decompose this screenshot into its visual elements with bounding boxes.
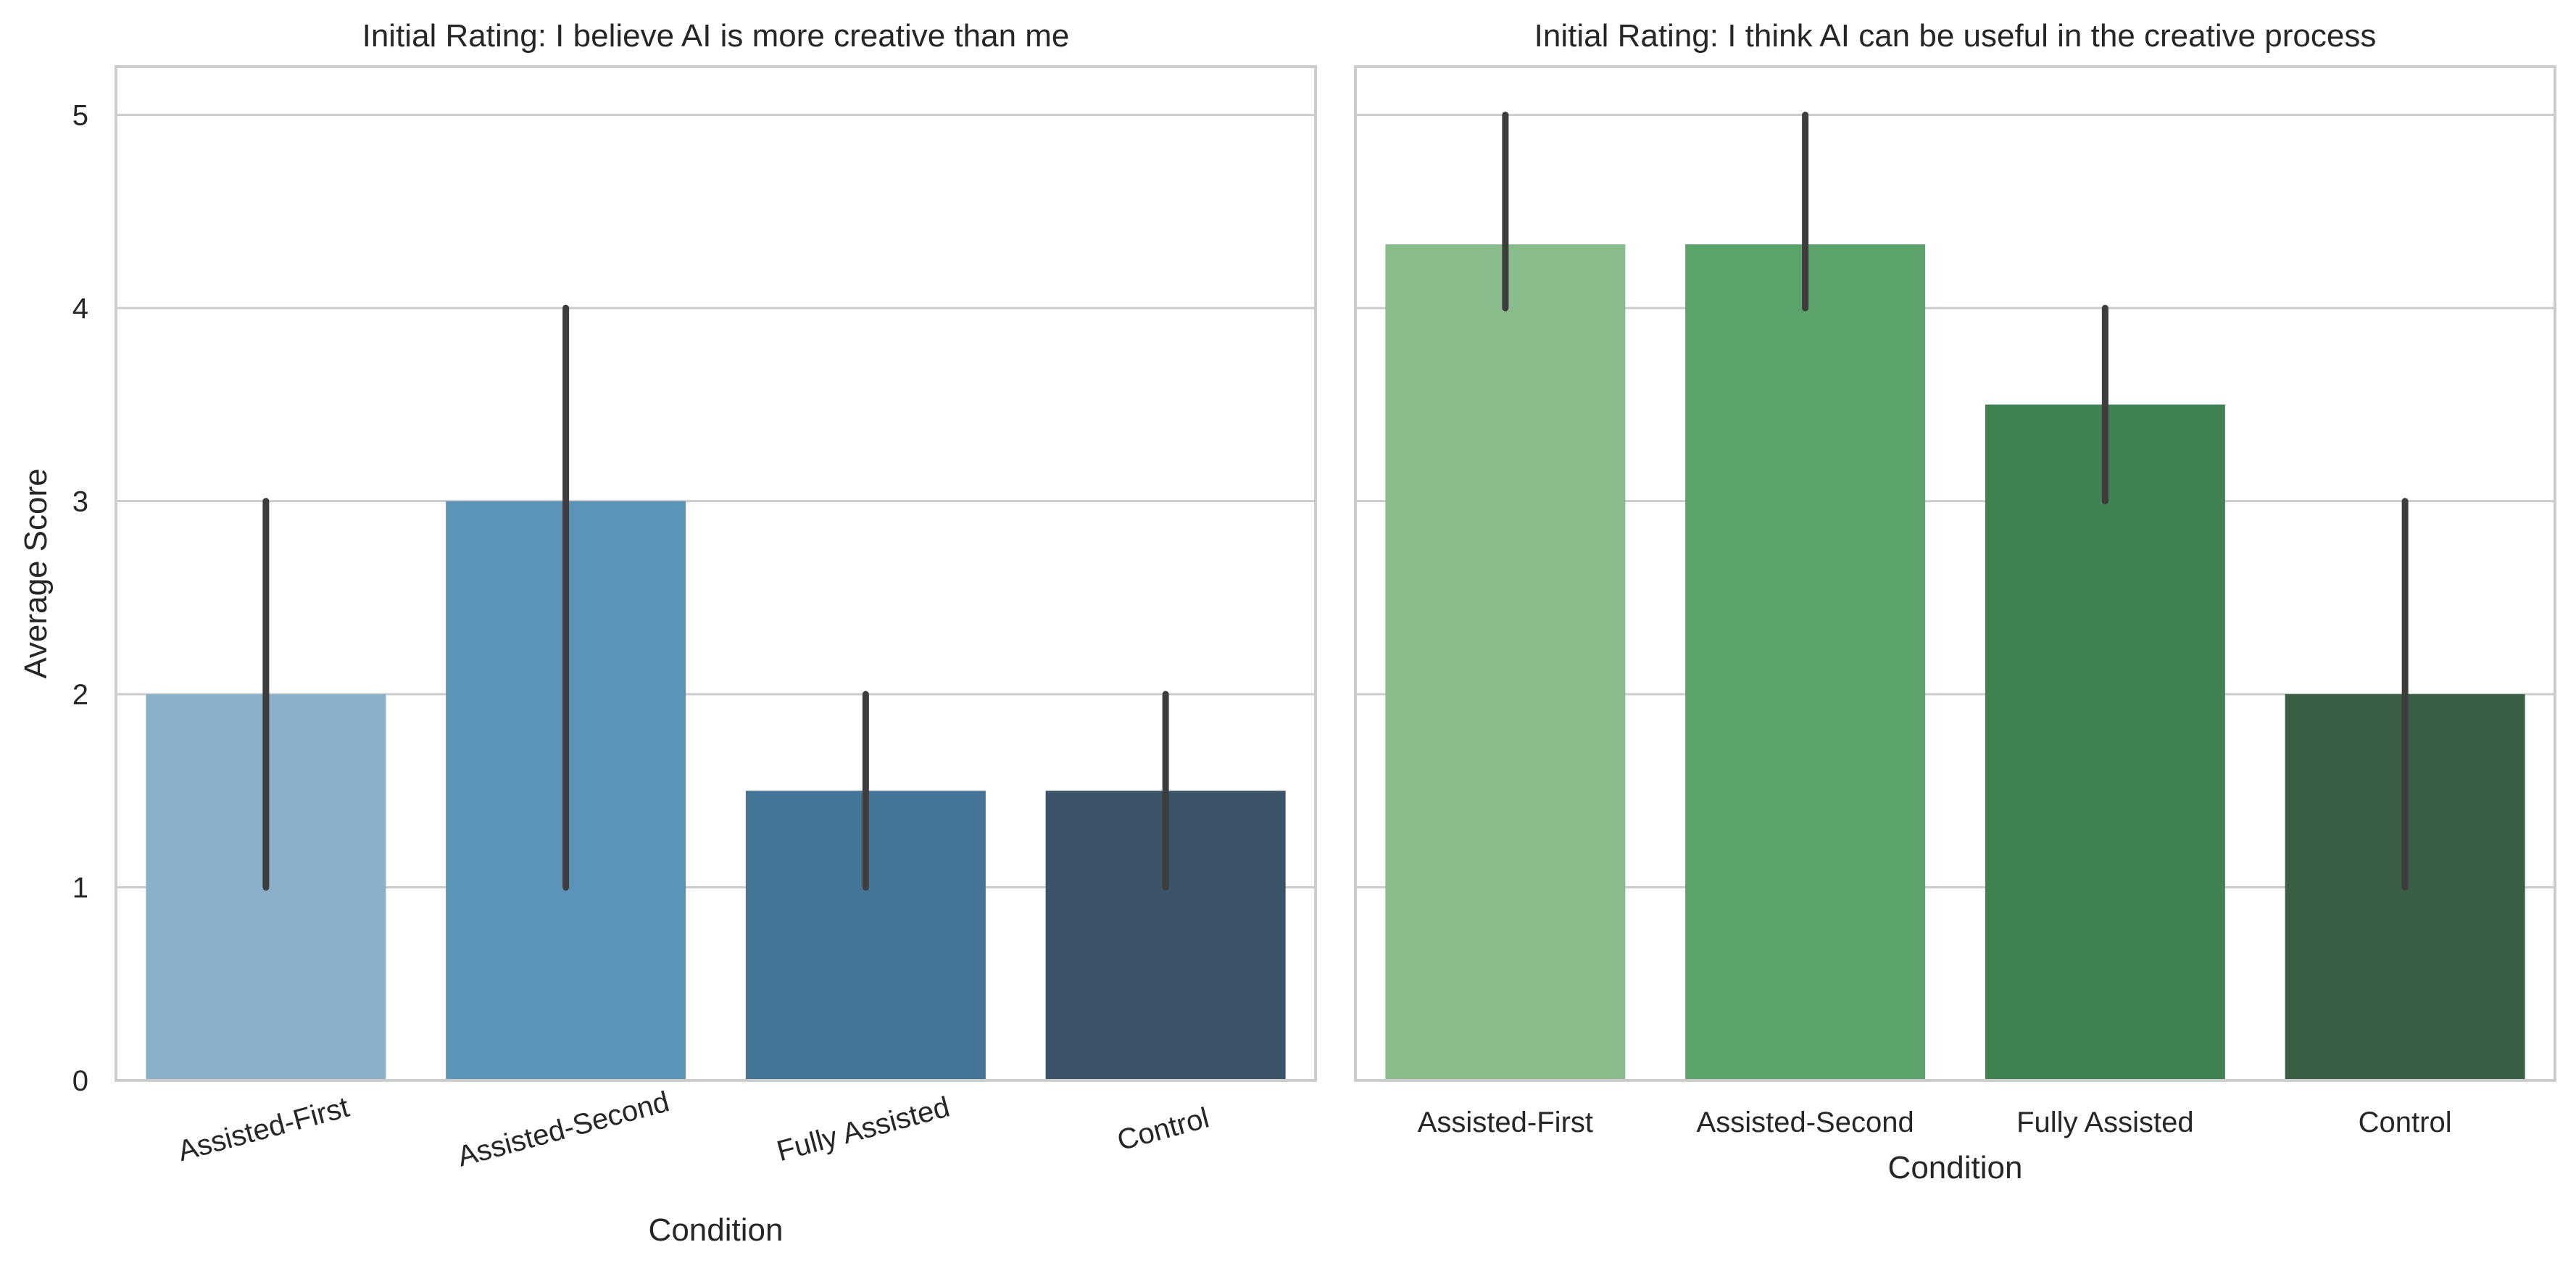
y-tick-label: 2 xyxy=(72,679,88,711)
x-tick-label: Assisted-First xyxy=(1418,1107,1593,1138)
y-tick-label: 1 xyxy=(72,872,88,904)
right-x-tick-labels: Assisted-First Assisted-Second Fully Assis… xyxy=(1418,1107,2452,1138)
left-chart-title: Initial Rating: I believe AI is more cre… xyxy=(362,18,1070,54)
right-axes-border xyxy=(1354,65,2556,1082)
left-y-tick-labels: 0 1 2 3 4 5 xyxy=(72,100,88,1097)
bar xyxy=(1985,404,2225,1080)
bar xyxy=(1685,244,1926,1080)
left-error-bars xyxy=(262,304,1169,891)
y-tick-label: 4 xyxy=(72,293,88,325)
y-tick-label: 0 xyxy=(72,1065,88,1097)
right-bars xyxy=(1385,244,2525,1080)
right-chart-title: Initial Rating: I think AI can be useful… xyxy=(1534,18,2377,54)
x-tick-label: Assisted-Second xyxy=(1697,1107,1914,1138)
y-tick-label: 5 xyxy=(72,100,88,132)
right-chart-panel: Assisted-First Assisted-Second Fully Assis… xyxy=(1354,18,2556,1185)
x-tick-label: Fully Assisted xyxy=(2016,1107,2194,1138)
bar xyxy=(1385,244,1626,1080)
left-axes-border xyxy=(115,65,1317,1082)
y-axis-label: Average Score xyxy=(18,468,54,678)
x-tick-label: Control xyxy=(2359,1107,2452,1138)
right-x-axis-label: Condition xyxy=(1888,1150,2023,1185)
y-tick-label: 3 xyxy=(72,486,88,518)
right-error-bars xyxy=(1502,112,2409,891)
left-x-axis-label: Condition xyxy=(649,1212,784,1248)
